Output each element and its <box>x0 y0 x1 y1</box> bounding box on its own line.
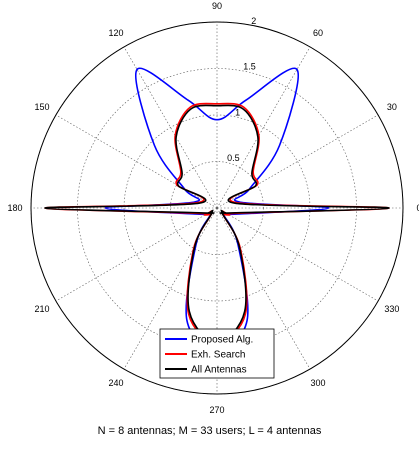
radial-tick-label-0.5: 0.5 <box>227 153 240 163</box>
angular-grid-line-210 <box>55 207 218 302</box>
legend-label-1: Proposed Alg. <box>191 335 253 346</box>
angle-tick-label-300: 300 <box>310 378 325 388</box>
angular-grid-line-30 <box>216 114 379 209</box>
angle-tick-label-330: 330 <box>384 304 399 314</box>
angle-tick-label-150: 150 <box>35 102 50 112</box>
series-line-3 <box>44 104 390 344</box>
angular-grid-line-300 <box>216 207 311 370</box>
radial-tick-label-1.5: 1.5 <box>243 62 256 72</box>
angle-tick-label-0: 0 <box>416 203 419 213</box>
angle-tick-label-240: 240 <box>108 378 123 388</box>
angle-tick-label-90: 90 <box>212 1 222 11</box>
angle-tick-label-60: 60 <box>313 28 323 38</box>
angular-grid-line-240 <box>123 207 218 370</box>
chart-caption: N = 8 antennas; M = 33 users; L = 4 ante… <box>97 425 322 437</box>
radial-grid-circle-1 <box>123 114 311 302</box>
polar-frame <box>30 21 404 395</box>
legend-label-3: All Antennas <box>191 365 247 376</box>
angular-grid-line-330 <box>216 207 379 302</box>
angular-grid-line-150 <box>55 114 218 209</box>
angular-grid-line-120 <box>123 46 218 209</box>
radial-tick-label-2: 2 <box>251 16 256 26</box>
radial-grid-circle-1.5 <box>77 68 357 348</box>
radial-tick-label-1: 1 <box>235 107 240 117</box>
legend-label-2: Exh. Search <box>191 350 245 361</box>
angle-tick-label-30: 30 <box>387 102 397 112</box>
angle-tick-label-180: 180 <box>7 203 22 213</box>
angular-grid-line-60 <box>216 46 311 209</box>
angle-tick-label-270: 270 <box>209 405 224 415</box>
angle-tick-label-210: 210 <box>35 304 50 314</box>
angle-tick-label-120: 120 <box>108 28 123 38</box>
